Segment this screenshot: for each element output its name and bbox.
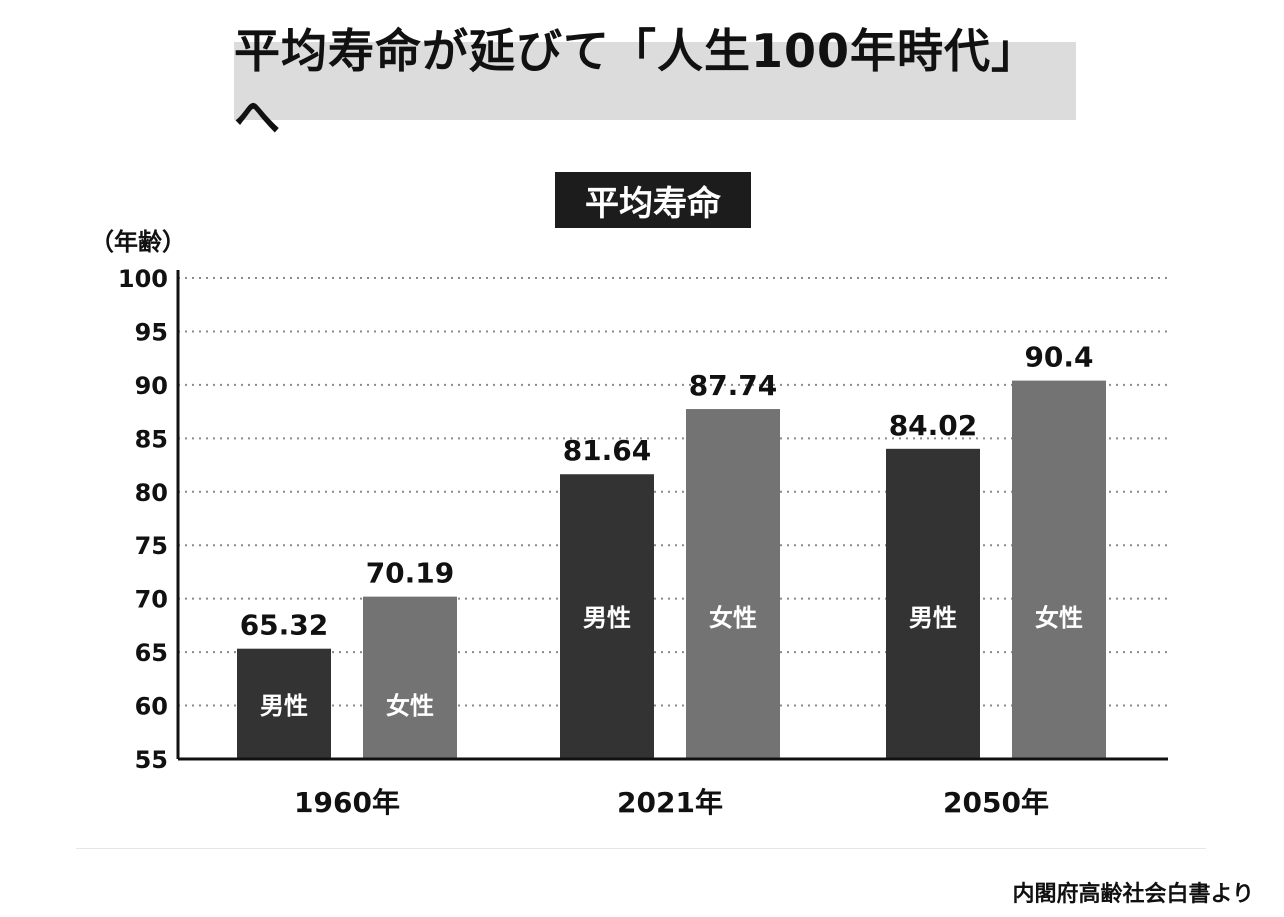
value-label: 87.74: [689, 369, 778, 402]
labels: 100 95 90 85 80 75 70 65 60 55 65.32 男性 70.19 女性 1960年…: [118, 265, 1094, 819]
y-tick-label: 80: [135, 479, 168, 507]
bar-male-0: [237, 648, 331, 759]
bar-series-label: 男性: [909, 604, 957, 632]
bar-series-label: 女性: [386, 692, 434, 720]
value-label: 70.19: [366, 557, 455, 590]
bar-female-0: [363, 596, 457, 759]
y-tick-label: 90: [135, 372, 168, 400]
bar-female-1: [686, 409, 780, 759]
x-category-label: 2050年: [943, 786, 1049, 819]
value-label: 84.02: [889, 409, 978, 442]
chart-title: 平均寿命: [555, 172, 751, 228]
bar-series-label: 男性: [583, 604, 631, 632]
y-axis-unit-label: （年齢）: [90, 228, 186, 256]
bar-series-label: 女性: [709, 604, 757, 632]
divider: [76, 848, 1206, 849]
bars: [237, 380, 1106, 759]
value-label: 90.4: [1024, 341, 1093, 374]
bar-male-2: [886, 448, 980, 759]
bar-series-label: 女性: [1035, 604, 1083, 632]
value-label: 81.64: [563, 434, 652, 467]
x-category-label: 1960年: [294, 786, 400, 819]
y-tick-label: 70: [135, 586, 168, 614]
y-tick-label: 75: [135, 532, 168, 560]
bar-series-label: 男性: [260, 692, 308, 720]
bar-male-1: [560, 474, 654, 759]
source-note: 内閣府高齢社会白書より: [1012, 882, 1254, 907]
value-label: 65.32: [240, 609, 329, 642]
y-tick-label: 65: [135, 639, 168, 667]
y-tick-label: 100: [118, 265, 168, 293]
y-tick-label: 60: [135, 693, 168, 721]
y-tick-label: 55: [135, 746, 168, 774]
y-tick-label: 85: [135, 425, 168, 453]
x-category-label: 2021年: [617, 786, 723, 819]
bar-female-2: [1012, 380, 1106, 759]
axes: [176, 270, 1168, 761]
y-tick-label: 95: [135, 318, 168, 346]
